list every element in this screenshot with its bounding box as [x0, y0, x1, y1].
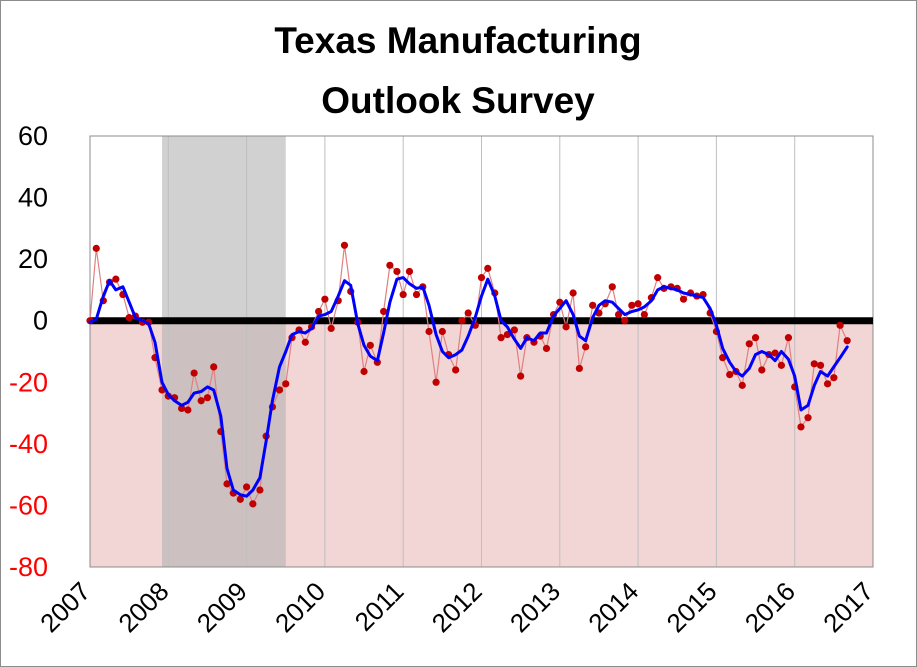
y-tick-label: -20 — [9, 367, 48, 397]
x-tick-label: 2012 — [426, 576, 488, 638]
raw-series-point — [178, 404, 186, 413]
raw-series-point — [843, 337, 851, 345]
raw-series-point — [190, 369, 198, 377]
raw-series-point — [679, 295, 688, 303]
raw-series-point — [399, 290, 407, 299]
raw-series-point — [112, 275, 120, 283]
y-tick-label: -80 — [9, 552, 48, 582]
raw-series-point — [751, 334, 760, 342]
raw-series-point — [327, 324, 335, 333]
x-tick-label: 2008 — [112, 576, 174, 638]
raw-series-point — [823, 380, 832, 388]
x-tick-label: 2011 — [349, 576, 410, 637]
raw-series-point — [758, 366, 766, 374]
raw-series-point — [517, 372, 525, 380]
y-tick-label: -60 — [9, 490, 48, 520]
raw-series-point — [386, 261, 394, 269]
raw-series-point — [458, 317, 466, 325]
raw-series-point — [640, 310, 648, 319]
y-tick-label: -40 — [9, 429, 48, 459]
y-tick-label: 20 — [18, 244, 48, 274]
plot-border — [89, 135, 874, 568]
x-tick-label: 2017 — [817, 576, 879, 638]
x-tick-label: 2015 — [661, 576, 723, 638]
raw-series-point — [452, 366, 460, 374]
raw-series-point — [477, 274, 486, 282]
x-tick-label: 2013 — [504, 576, 566, 638]
raw-series-point — [256, 486, 264, 494]
raw-series-point — [275, 386, 284, 394]
raw-series-point — [614, 310, 623, 319]
raw-series-point — [210, 363, 218, 371]
raw-series-point — [738, 381, 746, 389]
x-tick-label: 2014 — [582, 576, 644, 638]
raw-series-point — [243, 483, 251, 491]
raw-series-point — [510, 326, 518, 334]
raw-series-point — [542, 344, 551, 353]
y-tick-label: 60 — [18, 121, 48, 151]
raw-series-point — [321, 295, 329, 303]
raw-series-point — [393, 267, 401, 276]
recession-band — [162, 136, 286, 567]
chart-title-line-1: Texas Manufacturing — [274, 20, 641, 61]
raw-series-point — [412, 290, 421, 299]
raw-series-point — [575, 364, 583, 373]
raw-series-point — [249, 500, 257, 508]
raw-series-point — [282, 380, 290, 388]
raw-series-point — [810, 360, 818, 368]
raw-series-point — [654, 274, 662, 282]
raw-series-point — [92, 244, 100, 252]
raw-series-point — [777, 361, 785, 369]
raw-series-point — [340, 241, 349, 249]
raw-series-point — [582, 343, 590, 351]
raw-series-point — [608, 283, 616, 291]
x-tick-label: 2010 — [269, 576, 331, 638]
x-tick-label: 2009 — [191, 576, 253, 638]
y-tick-label: 40 — [18, 183, 48, 213]
raw-series-point — [366, 341, 374, 349]
x-tick-label: 2016 — [739, 576, 801, 638]
raw-series-point — [405, 267, 414, 276]
raw-series-point — [628, 301, 636, 309]
raw-series-point — [726, 370, 734, 379]
raw-series-point — [634, 300, 642, 308]
raw-series-point — [745, 340, 753, 348]
raw-series-point — [223, 480, 231, 488]
raw-series-point — [621, 317, 629, 325]
raw-series-point — [380, 307, 388, 316]
raw-series-point — [836, 321, 844, 329]
raw-series-point — [315, 307, 323, 316]
raw-series-point — [816, 361, 825, 369]
raw-series-point — [589, 301, 597, 309]
raw-series-point — [197, 397, 205, 405]
raw-series-point — [360, 367, 368, 376]
chart-title-line-2: Outlook Survey — [321, 80, 595, 121]
raw-series-point — [464, 309, 472, 317]
raw-series-point — [301, 338, 309, 346]
raw-series-point — [125, 314, 133, 322]
raw-series-point — [804, 414, 812, 422]
smoothed-series-line — [88, 276, 849, 498]
raw-series-point — [784, 334, 793, 342]
raw-series-point — [797, 423, 805, 431]
raw-series-point — [830, 374, 838, 382]
raw-series-point — [497, 334, 505, 342]
raw-series-point — [236, 495, 244, 503]
raw-series-point — [184, 406, 192, 414]
raw-series-point — [569, 289, 577, 297]
raw-series-point — [432, 378, 440, 386]
raw-series-point — [771, 349, 779, 357]
raw-series-point — [484, 264, 492, 272]
y-tick-label: 0 — [33, 306, 48, 336]
raw-series-point — [438, 327, 446, 336]
raw-series-point — [203, 394, 212, 402]
raw-series-point — [719, 354, 727, 362]
x-tick-label: 2007 — [34, 576, 96, 638]
raw-series-point — [562, 323, 570, 331]
raw-series-point — [425, 327, 433, 336]
